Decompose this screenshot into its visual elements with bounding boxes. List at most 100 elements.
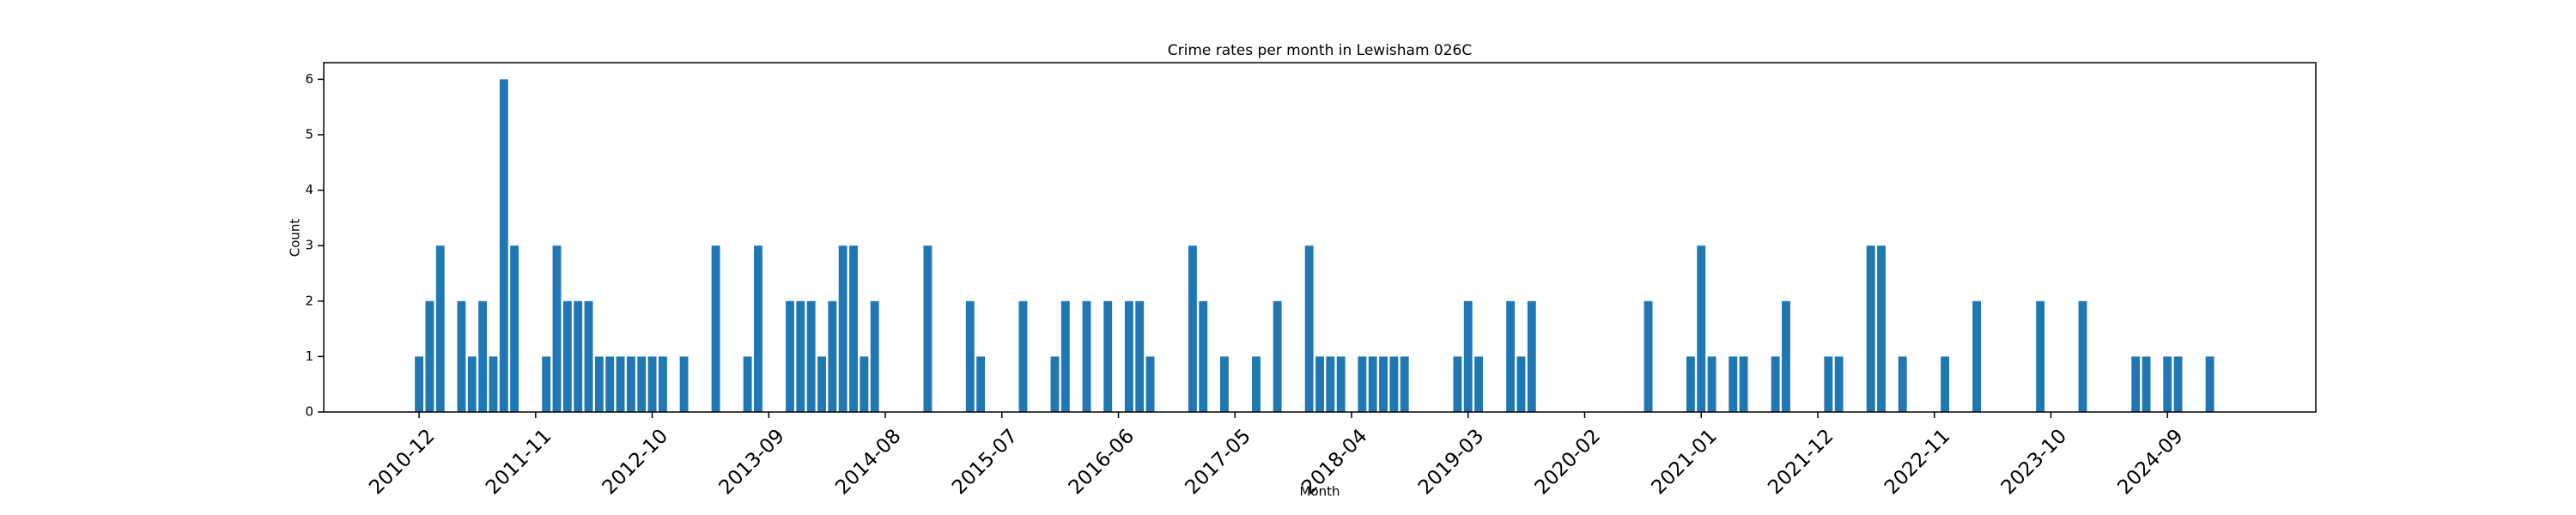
bar xyxy=(605,356,615,412)
plot-frame xyxy=(323,62,2317,413)
bar xyxy=(1516,356,1526,412)
y-tick-label: 6 xyxy=(305,71,313,87)
bar xyxy=(1273,300,1282,412)
y-tick-label: 3 xyxy=(305,238,313,253)
bar xyxy=(499,79,508,412)
bar xyxy=(1124,300,1133,412)
bar xyxy=(1782,300,1790,412)
bar xyxy=(1941,356,1950,412)
x-tick-label: 2013-09 xyxy=(715,425,789,499)
bar xyxy=(467,356,477,412)
bar xyxy=(1739,356,1748,412)
bar xyxy=(1877,245,1886,412)
bar xyxy=(1368,356,1377,412)
bar xyxy=(435,245,445,412)
y-tick-label: 4 xyxy=(305,182,313,197)
x-tick-label: 2019-03 xyxy=(1414,425,1488,499)
bar xyxy=(1252,356,1261,412)
bar xyxy=(626,356,635,412)
bar xyxy=(1527,300,1536,412)
bar xyxy=(1707,356,1716,412)
bar xyxy=(860,356,869,412)
bar xyxy=(1145,356,1155,412)
bar xyxy=(1898,356,1907,412)
bar xyxy=(743,356,752,412)
bar xyxy=(1453,356,1462,412)
bar xyxy=(1082,300,1091,412)
bar xyxy=(2173,356,2183,412)
bar xyxy=(584,300,593,412)
bar xyxy=(923,245,933,412)
y-tick-label: 1 xyxy=(305,348,313,364)
bar xyxy=(1304,245,1314,412)
y-tick-label: 5 xyxy=(305,126,313,142)
x-axis-label: Month xyxy=(1299,484,1340,500)
x-tick-label: 2017-05 xyxy=(1181,425,1255,499)
x-tick-label: 2023-10 xyxy=(1997,425,2071,499)
x-tick-label: 2014-08 xyxy=(831,425,905,499)
bar xyxy=(478,300,488,412)
bar xyxy=(2205,356,2215,412)
bar xyxy=(415,356,423,412)
bar xyxy=(1771,356,1780,412)
bar xyxy=(1326,356,1335,412)
bar xyxy=(1050,356,1060,412)
bar xyxy=(562,300,572,412)
bar xyxy=(679,356,689,412)
bar xyxy=(965,300,975,412)
bar xyxy=(1686,356,1695,412)
bar xyxy=(1220,356,1229,412)
y-axis-label: Count xyxy=(288,219,303,258)
bar xyxy=(711,245,720,412)
bar xyxy=(552,245,562,412)
bar xyxy=(1824,356,1833,412)
bar xyxy=(1728,356,1738,412)
bar xyxy=(1135,300,1145,412)
bar xyxy=(1697,245,1706,412)
bar xyxy=(1643,300,1653,412)
bar xyxy=(1866,245,1875,412)
bar xyxy=(1358,356,1367,412)
bar xyxy=(976,356,986,412)
bar xyxy=(594,356,604,412)
bar xyxy=(1506,300,1516,412)
y-tick-label: 2 xyxy=(305,293,313,308)
bar xyxy=(542,356,551,412)
bar xyxy=(2036,300,2045,412)
bar xyxy=(1972,300,1982,412)
bar xyxy=(1463,300,1473,412)
x-tick-label: 2021-12 xyxy=(1764,425,1838,499)
bar xyxy=(849,245,858,412)
bar xyxy=(1018,300,1028,412)
bar xyxy=(828,300,837,412)
bar xyxy=(637,356,647,412)
bar xyxy=(1389,356,1399,412)
x-tick-label: 2021-01 xyxy=(1647,425,1721,499)
bar xyxy=(457,300,466,412)
bar xyxy=(1834,356,1844,412)
bar xyxy=(1315,356,1324,412)
bar xyxy=(1188,245,1197,412)
chart-title: Crime rates per month in Lewisham 026C xyxy=(1168,42,1473,59)
bar xyxy=(817,356,826,412)
bar xyxy=(1060,300,1070,412)
bar xyxy=(2078,300,2087,412)
bar xyxy=(658,356,667,412)
bar xyxy=(510,245,519,412)
bar xyxy=(574,300,583,412)
bar xyxy=(616,356,625,412)
x-tick-label: 2010-12 xyxy=(365,425,439,499)
bar xyxy=(1103,300,1113,412)
bar xyxy=(838,245,848,412)
bar xyxy=(806,300,816,412)
x-tick-label: 2024-09 xyxy=(2113,425,2187,499)
bar xyxy=(2142,356,2151,412)
x-tick-label: 2012-10 xyxy=(598,425,672,499)
bar xyxy=(796,300,805,412)
x-tick-label: 2011-11 xyxy=(482,425,556,499)
bar xyxy=(1379,356,1388,412)
x-tick-label: 2022-11 xyxy=(1880,425,1954,499)
bar xyxy=(647,356,657,412)
bar xyxy=(1199,300,1208,412)
